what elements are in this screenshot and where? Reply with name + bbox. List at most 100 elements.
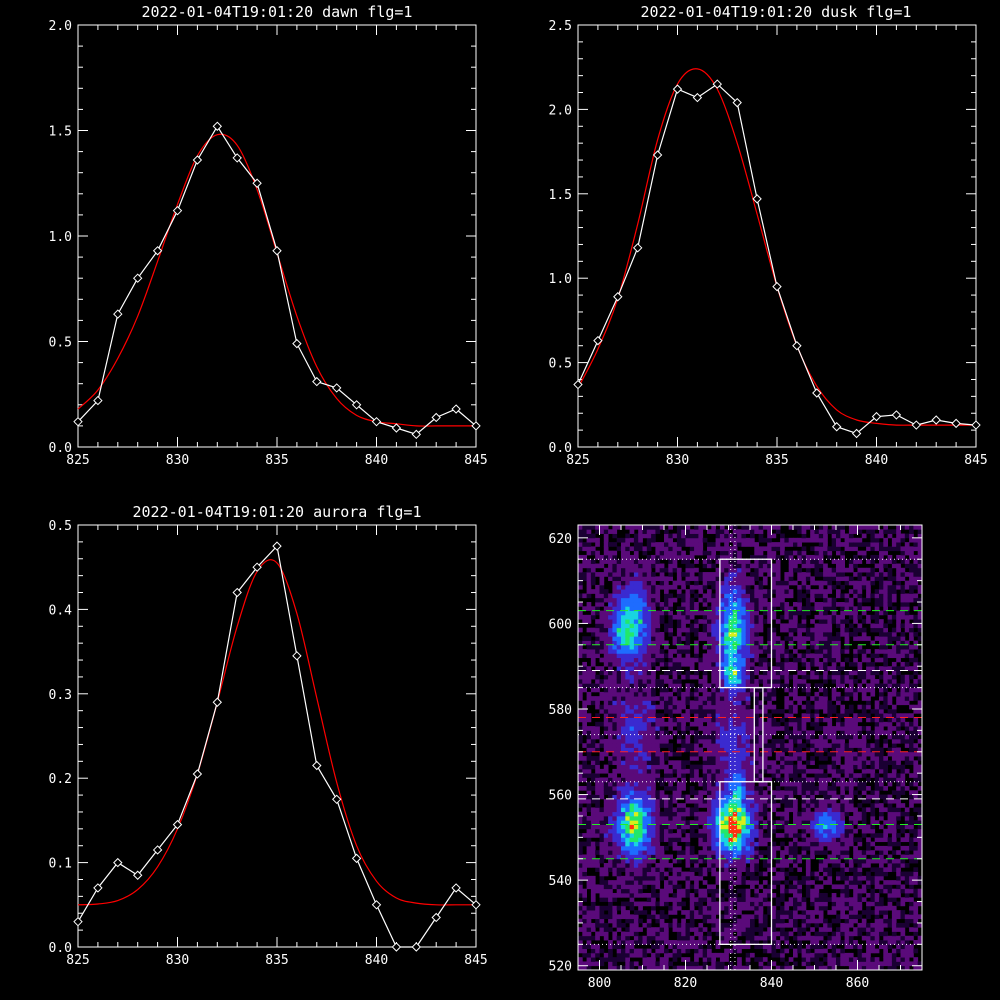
heatmap-cell bbox=[625, 944, 630, 950]
heatmap-cell bbox=[595, 850, 600, 855]
heatmap-cell bbox=[810, 927, 815, 932]
heatmap-cell bbox=[801, 837, 807, 843]
heatmap-cell bbox=[724, 623, 729, 629]
heatmap-cell bbox=[651, 897, 656, 902]
heatmap-cell bbox=[625, 666, 630, 671]
heatmap-cell bbox=[793, 717, 798, 723]
heatmap-cell bbox=[676, 554, 682, 560]
heatmap-cell bbox=[612, 961, 618, 967]
heatmap-cell bbox=[750, 533, 755, 539]
heatmap-cell bbox=[586, 854, 592, 860]
heatmap-cell bbox=[664, 863, 669, 868]
heatmap-cell bbox=[694, 533, 699, 539]
heatmap-cell bbox=[793, 747, 798, 753]
heatmap-cell bbox=[702, 888, 708, 894]
heatmap-cell bbox=[750, 563, 755, 569]
heatmap-cell bbox=[629, 918, 635, 924]
heatmap-cell bbox=[737, 940, 742, 945]
heatmap-cell bbox=[608, 777, 613, 783]
heatmap-cell bbox=[621, 631, 626, 637]
heatmap-cell bbox=[621, 589, 626, 594]
heatmap-cell bbox=[664, 533, 669, 539]
data-line bbox=[577, 83, 977, 435]
heatmap-cell bbox=[646, 901, 652, 907]
heatmap-cell bbox=[793, 888, 798, 894]
heatmap-cell bbox=[771, 892, 777, 898]
heatmap-cell bbox=[737, 542, 742, 547]
heatmap-cell bbox=[814, 910, 820, 915]
dawn-panel-title: 2022-01-04T19:01:20 dawn flg=1 bbox=[142, 3, 413, 21]
heatmap-cell bbox=[685, 811, 691, 817]
heatmap-cell bbox=[758, 559, 764, 564]
heatmap-cell bbox=[638, 597, 643, 603]
heatmap-cell bbox=[625, 884, 630, 890]
x-tick-label: 825 bbox=[566, 453, 589, 468]
heatmap-cell bbox=[801, 627, 807, 633]
heatmap-cell bbox=[651, 653, 656, 659]
heatmap-cell bbox=[668, 798, 673, 804]
heatmap-cell bbox=[694, 833, 699, 838]
heatmap-cell bbox=[638, 606, 643, 611]
heatmap-cell bbox=[629, 961, 635, 967]
heatmap-cell bbox=[745, 670, 751, 676]
heatmap-cell bbox=[762, 696, 768, 701]
heatmap-cell bbox=[724, 794, 729, 800]
heatmap-cell bbox=[775, 644, 781, 650]
heatmap-cell bbox=[754, 602, 759, 607]
heatmap-cell bbox=[651, 957, 656, 962]
x-tick-label: 830 bbox=[166, 453, 189, 468]
heatmap-cell bbox=[681, 696, 686, 701]
heatmap-cell bbox=[754, 589, 759, 594]
heatmap-cell bbox=[689, 747, 695, 753]
heatmap-cell bbox=[771, 576, 777, 582]
heatmap-cell bbox=[728, 576, 734, 582]
heatmap-cell bbox=[801, 584, 807, 590]
heatmap-cell bbox=[762, 687, 768, 693]
heatmap-cell bbox=[715, 738, 721, 744]
heatmap-cell bbox=[801, 696, 807, 701]
heatmap-cell bbox=[801, 610, 807, 616]
heatmap-cell bbox=[659, 610, 665, 616]
heatmap-cell bbox=[732, 670, 738, 676]
heatmap-cell bbox=[655, 854, 661, 860]
heatmap-cell bbox=[784, 666, 790, 671]
heatmap-cell bbox=[651, 828, 656, 834]
heatmap-cell bbox=[633, 807, 639, 813]
heatmap-cell bbox=[737, 661, 742, 667]
heatmap-cell bbox=[767, 649, 772, 654]
heatmap-cell bbox=[578, 576, 583, 582]
heatmap-cell bbox=[805, 768, 811, 774]
heatmap-cell bbox=[578, 708, 583, 714]
heatmap-cell bbox=[651, 961, 656, 967]
heatmap-cell bbox=[595, 649, 600, 654]
heatmap-cell bbox=[629, 614, 635, 620]
heatmap-cell bbox=[681, 786, 686, 791]
heatmap-cell bbox=[582, 529, 587, 534]
heatmap-cell bbox=[676, 610, 682, 616]
heatmap-cell bbox=[762, 738, 768, 744]
heatmap-cell bbox=[702, 674, 708, 680]
heatmap-cell bbox=[793, 897, 798, 902]
heatmap-cell bbox=[608, 786, 613, 791]
heatmap-cell bbox=[633, 683, 639, 688]
heatmap-cell bbox=[728, 546, 734, 552]
heatmap-cell bbox=[745, 841, 751, 847]
heatmap-cell bbox=[728, 721, 734, 727]
heatmap-cell bbox=[780, 627, 785, 633]
heatmap-cell bbox=[638, 610, 643, 616]
heatmap-cell bbox=[754, 691, 759, 697]
heatmap-cell bbox=[664, 674, 669, 680]
heatmap-cell bbox=[805, 841, 811, 847]
heatmap-cell bbox=[599, 743, 605, 748]
heatmap-cell bbox=[750, 884, 755, 890]
heatmap-cell bbox=[625, 828, 630, 834]
heatmap-cell bbox=[780, 653, 785, 659]
heatmap-cell bbox=[694, 713, 699, 718]
heatmap-cell bbox=[711, 700, 716, 706]
heatmap-cell bbox=[590, 747, 596, 753]
heatmap-cell bbox=[732, 751, 738, 757]
heatmap-cell bbox=[732, 537, 738, 543]
heatmap-cell bbox=[590, 533, 596, 539]
dawn-line-panel: 2022-01-04T19:01:20 dawn flg=1 825 830 835… bbox=[49, 3, 488, 468]
heatmap-cell bbox=[655, 666, 661, 671]
